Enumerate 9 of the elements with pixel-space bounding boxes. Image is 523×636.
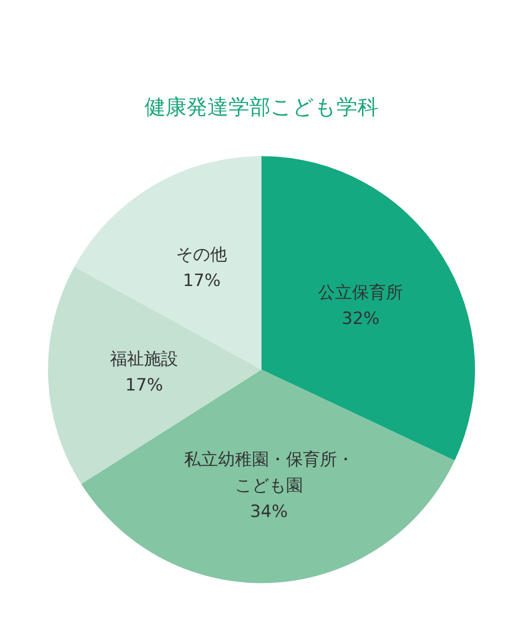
chart-title: 健康発達学部こども学科 (144, 95, 378, 120)
slice-label: その他 (176, 244, 228, 265)
data-label: 17% (182, 270, 221, 291)
data-label: 32% (342, 309, 380, 330)
slice-label: 福祉施設 (110, 350, 178, 370)
slice-label: 公立保育所 (318, 283, 404, 304)
data-label: 17% (125, 376, 164, 396)
data-label: 34% (250, 502, 288, 522)
slice-label: 私立幼稚園・保育所・こども園 (184, 450, 354, 496)
